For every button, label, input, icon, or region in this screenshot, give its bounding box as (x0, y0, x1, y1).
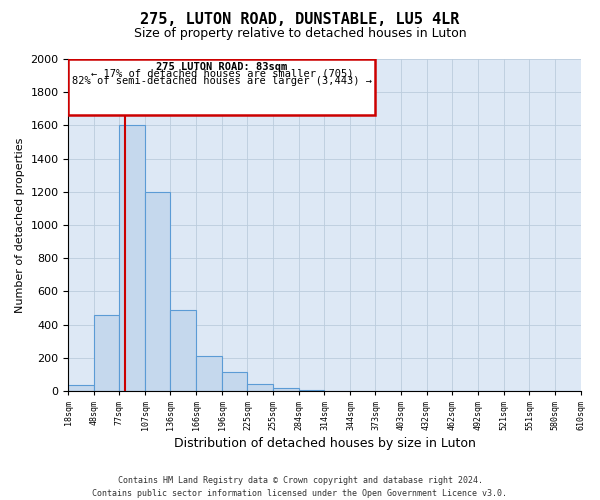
Text: ← 17% of detached houses are smaller (705): ← 17% of detached houses are smaller (70… (91, 69, 353, 79)
Bar (68, 59, 376, 116)
Bar (299, 390, 325, 391)
Bar (247, 384, 274, 391)
Bar (274, 388, 299, 391)
Bar (94, 314, 119, 391)
Text: Size of property relative to detached houses in Luton: Size of property relative to detached ho… (134, 28, 466, 40)
Text: 275, LUTON ROAD, DUNSTABLE, LU5 4LR: 275, LUTON ROAD, DUNSTABLE, LU5 4LR (140, 12, 460, 28)
Bar (170, 310, 196, 391)
Bar (145, 192, 170, 391)
Text: Contains HM Land Registry data © Crown copyright and database right 2024.
Contai: Contains HM Land Registry data © Crown c… (92, 476, 508, 498)
Bar (223, 372, 247, 391)
Text: 82% of semi-detached houses are larger (3,443) →: 82% of semi-detached houses are larger (… (72, 76, 372, 86)
X-axis label: Distribution of detached houses by size in Luton: Distribution of detached houses by size … (173, 437, 475, 450)
Bar (119, 126, 145, 391)
Bar (196, 356, 223, 391)
Text: 275 LUTON ROAD: 83sqm: 275 LUTON ROAD: 83sqm (157, 62, 287, 72)
Y-axis label: Number of detached properties: Number of detached properties (15, 138, 25, 312)
Bar (68, 385, 94, 391)
